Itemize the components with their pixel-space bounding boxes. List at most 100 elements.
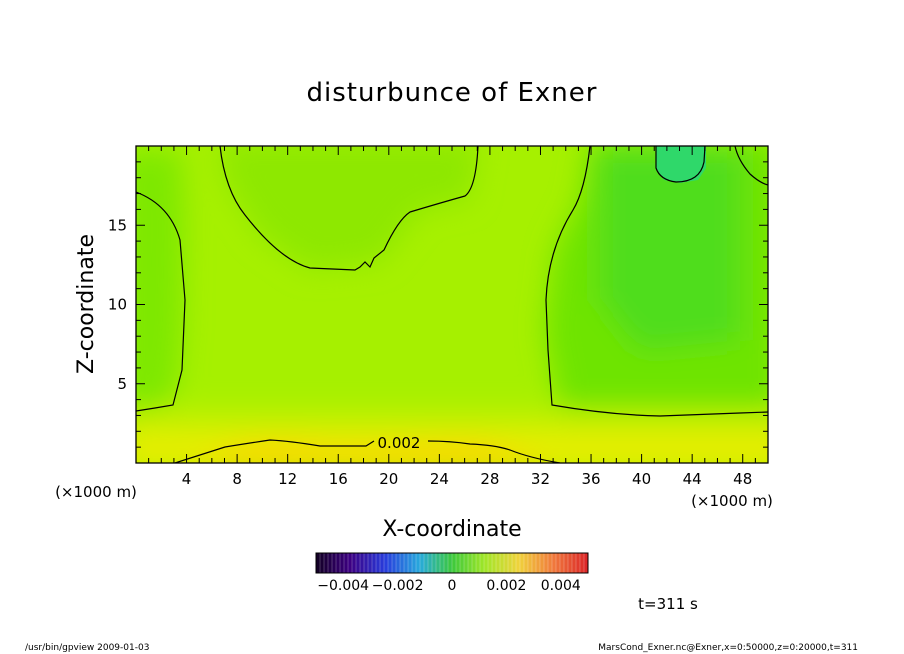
colorbar-tick-label: −0.004 bbox=[317, 578, 369, 594]
colorbar-cell bbox=[456, 553, 461, 573]
colorbar-cell bbox=[372, 553, 377, 573]
colorbar-cell bbox=[356, 553, 361, 573]
x-tick-label: 44 bbox=[683, 470, 702, 488]
colorbar-cell bbox=[520, 553, 525, 573]
colorbar-tick-label: −0.002 bbox=[372, 578, 424, 594]
colorbar-cell bbox=[484, 553, 489, 573]
footer-right: MarsCond_Exner.nc@Exner,x=0:50000,z=0:20… bbox=[598, 643, 858, 653]
colorbar-cell bbox=[328, 553, 333, 573]
colorbar-cell bbox=[492, 553, 497, 573]
x-tick-label: 32 bbox=[531, 470, 550, 488]
colorbar-cell bbox=[516, 553, 521, 573]
colorbar-cell bbox=[496, 553, 501, 573]
x-axis-label: X-coordinate bbox=[382, 517, 521, 542]
colorbar-cell bbox=[444, 553, 449, 573]
x-axis: 4 8 12 16 20 24 28 32 36 40 44 48 bbox=[135, 146, 769, 488]
colorbar-cell bbox=[524, 553, 529, 573]
colorbar-cell bbox=[476, 553, 481, 573]
colorbar-cell bbox=[452, 553, 457, 573]
colorbar-tick-labels: −0.004 −0.002 0 0.002 0.004 bbox=[317, 578, 581, 594]
colorbar-cell bbox=[384, 553, 389, 573]
footer-left: /usr/bin/gpview 2009-01-03 bbox=[25, 643, 149, 653]
colorbar-cell bbox=[472, 553, 477, 573]
colorbar-cell bbox=[316, 553, 321, 573]
colorbar-cell bbox=[380, 553, 385, 573]
colorbar-cell bbox=[396, 553, 401, 573]
plot-area: 0.002 bbox=[136, 146, 768, 463]
colorbar-cell bbox=[324, 553, 329, 573]
colorbar-cell bbox=[432, 553, 437, 573]
colorbar-cell bbox=[532, 553, 537, 573]
x-tick-label: 36 bbox=[581, 470, 600, 488]
colorbar-cell bbox=[436, 553, 441, 573]
colorbar-cell bbox=[552, 553, 557, 573]
colorbar-cell bbox=[504, 553, 509, 573]
x-tick-label: 8 bbox=[232, 470, 242, 488]
y-tick-label: 5 bbox=[117, 375, 127, 393]
y-tick-label: 15 bbox=[108, 216, 127, 234]
y-axis-label: Z-coordinate bbox=[74, 234, 99, 374]
colorbar bbox=[315, 553, 589, 573]
contour-lines bbox=[136, 146, 768, 463]
max-region bbox=[656, 146, 706, 183]
colorbar-cell bbox=[544, 553, 549, 573]
colorbar-cell bbox=[424, 553, 429, 573]
colorbar-frame bbox=[315, 552, 589, 574]
contour-label: 0.002 bbox=[378, 434, 421, 452]
x-tick-label: 48 bbox=[733, 470, 752, 488]
chart-title: disturbunce of Exner bbox=[307, 78, 598, 108]
x-tick-label: 16 bbox=[329, 470, 348, 488]
colorbar-tick-label: 0.002 bbox=[486, 578, 526, 594]
colorbar-cell bbox=[388, 553, 393, 573]
colorbar-cell bbox=[404, 553, 409, 573]
colorbar-cell bbox=[352, 553, 357, 573]
colorbar-cell bbox=[480, 553, 485, 573]
colorbar-cell bbox=[512, 553, 517, 573]
colorbar-cell bbox=[488, 553, 493, 573]
time-label: t=311 s bbox=[638, 595, 698, 613]
colorbar-cell bbox=[320, 553, 325, 573]
colorbar-cell bbox=[340, 553, 345, 573]
colorbar-cell bbox=[428, 553, 433, 573]
colorbar-cell bbox=[348, 553, 353, 573]
colorbar-cell bbox=[416, 553, 421, 573]
y-tick-label: 10 bbox=[108, 296, 127, 314]
colorbar-cell bbox=[536, 553, 541, 573]
colorbar-cell bbox=[360, 553, 365, 573]
colorbar-cell bbox=[540, 553, 545, 573]
field-shading bbox=[136, 146, 768, 463]
x-tick-label: 28 bbox=[480, 470, 499, 488]
colorbar-cell bbox=[560, 553, 565, 573]
colorbar-tick-label: 0 bbox=[448, 578, 457, 594]
colorbar-cell bbox=[368, 553, 373, 573]
colorbar-cell bbox=[572, 553, 577, 573]
colorbar-cell bbox=[580, 553, 585, 573]
colorbar-cell bbox=[500, 553, 505, 573]
x-unit-left: (×1000 m) bbox=[55, 483, 137, 501]
x-tick-label: 20 bbox=[379, 470, 398, 488]
colorbar-cell bbox=[576, 553, 581, 573]
colorbar-cell bbox=[364, 553, 369, 573]
colorbar-cell bbox=[420, 553, 425, 573]
colorbar-cell bbox=[568, 553, 573, 573]
colorbar-cell bbox=[556, 553, 561, 573]
colorbar-cell bbox=[468, 553, 473, 573]
colorbar-cell bbox=[412, 553, 417, 573]
y-axis: 5 10 15 bbox=[108, 145, 768, 464]
x-tick-label: 24 bbox=[430, 470, 449, 488]
colorbar-cell bbox=[508, 553, 513, 573]
colorbar-cell bbox=[400, 553, 405, 573]
colorbar-cell bbox=[332, 553, 337, 573]
x-tick-label: 4 bbox=[182, 470, 192, 488]
x-unit-right: (×1000 m) bbox=[691, 492, 773, 510]
colorbar-cell bbox=[440, 553, 445, 573]
colorbar-tick-label: 0.004 bbox=[541, 578, 581, 594]
colorbar-cell bbox=[392, 553, 397, 573]
colorbar-cell bbox=[376, 553, 381, 573]
colorbar-cell bbox=[460, 553, 465, 573]
colorbar-cell bbox=[344, 553, 349, 573]
colorbar-cell bbox=[408, 553, 413, 573]
colorbar-cell bbox=[336, 553, 341, 573]
x-tick-label: 40 bbox=[632, 470, 651, 488]
